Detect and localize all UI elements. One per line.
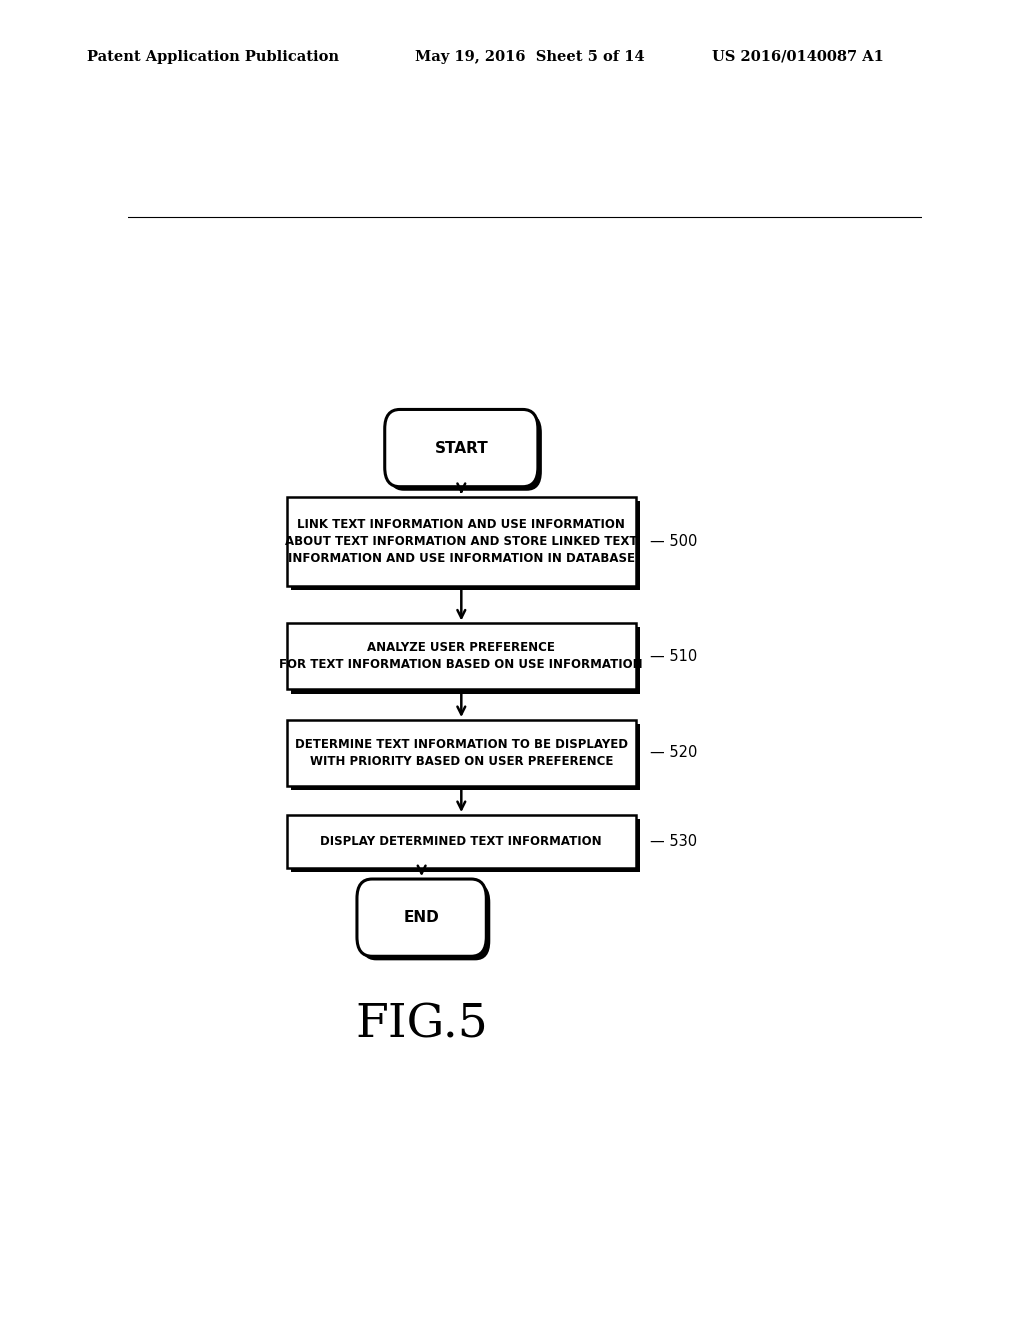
Text: — 510: — 510 (650, 649, 697, 664)
FancyBboxPatch shape (360, 883, 490, 961)
Bar (287, 623, 636, 689)
FancyBboxPatch shape (389, 413, 542, 491)
Text: START: START (434, 441, 488, 455)
FancyBboxPatch shape (385, 409, 538, 487)
Text: Patent Application Publication: Patent Application Publication (87, 50, 339, 63)
Bar (287, 814, 636, 867)
Text: — 530: — 530 (650, 834, 697, 849)
Bar (287, 496, 636, 586)
Text: — 500: — 500 (650, 535, 697, 549)
Text: END: END (403, 911, 439, 925)
Text: DISPLAY DETERMINED TEXT INFORMATION: DISPLAY DETERMINED TEXT INFORMATION (321, 836, 602, 847)
Text: DETERMINE TEXT INFORMATION TO BE DISPLAYED
WITH PRIORITY BASED ON USER PREFERENC: DETERMINE TEXT INFORMATION TO BE DISPLAY… (295, 738, 628, 768)
Text: — 520: — 520 (650, 746, 697, 760)
Text: ANALYZE USER PREFERENCE
FOR TEXT INFORMATION BASED ON USE INFORMATION: ANALYZE USER PREFERENCE FOR TEXT INFORMA… (280, 642, 643, 672)
Bar (287, 719, 636, 785)
Bar (291, 818, 640, 873)
Text: May 19, 2016  Sheet 5 of 14: May 19, 2016 Sheet 5 of 14 (415, 50, 644, 63)
Text: US 2016/0140087 A1: US 2016/0140087 A1 (712, 50, 884, 63)
Bar (291, 627, 640, 693)
Text: LINK TEXT INFORMATION AND USE INFORMATION
ABOUT TEXT INFORMATION AND STORE LINKE: LINK TEXT INFORMATION AND USE INFORMATIO… (285, 517, 638, 565)
FancyBboxPatch shape (357, 879, 486, 956)
Bar (291, 725, 640, 791)
Bar (291, 500, 640, 590)
Text: FIG.5: FIG.5 (355, 1002, 488, 1047)
